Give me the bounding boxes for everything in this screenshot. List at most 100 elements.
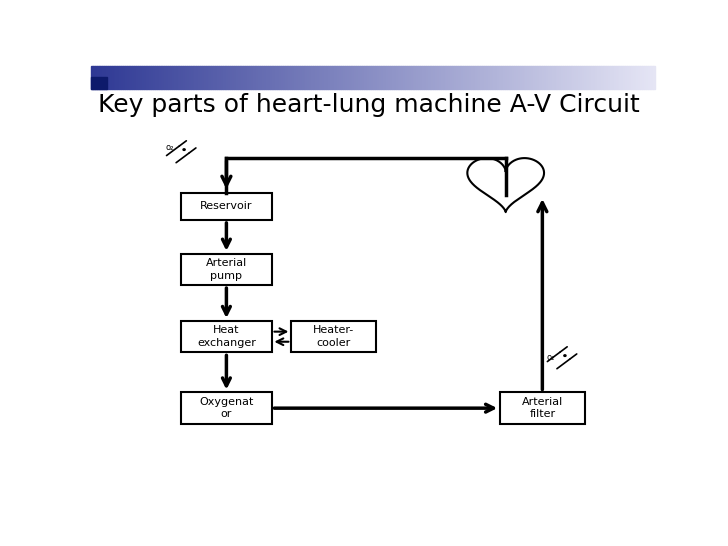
Bar: [127, 66, 129, 88]
Bar: [245, 66, 247, 88]
Bar: [91, 66, 93, 88]
Bar: [587, 66, 590, 88]
Bar: [95, 66, 97, 88]
Bar: [642, 66, 644, 88]
Bar: [204, 66, 206, 88]
Bar: [375, 66, 377, 88]
Bar: [355, 66, 356, 88]
Bar: [279, 66, 281, 88]
Bar: [197, 66, 198, 88]
Bar: [243, 66, 245, 88]
Bar: [232, 66, 234, 88]
Bar: [337, 66, 339, 88]
Bar: [554, 66, 555, 88]
Bar: [253, 66, 255, 88]
Bar: [121, 66, 123, 88]
Bar: [336, 66, 337, 88]
Bar: [523, 66, 526, 88]
Bar: [392, 66, 394, 88]
Bar: [332, 66, 333, 88]
Bar: [298, 66, 300, 88]
Bar: [181, 66, 183, 88]
Bar: [569, 66, 571, 88]
Bar: [224, 66, 226, 88]
Bar: [368, 66, 369, 88]
Bar: [450, 66, 452, 88]
Bar: [247, 66, 249, 88]
Bar: [351, 66, 352, 88]
Bar: [394, 66, 396, 88]
Bar: [123, 66, 125, 88]
Bar: [418, 66, 420, 88]
FancyBboxPatch shape: [181, 393, 272, 424]
FancyBboxPatch shape: [181, 321, 272, 353]
Bar: [285, 66, 287, 88]
Text: o₂: o₂: [166, 143, 174, 152]
Bar: [211, 66, 213, 88]
Bar: [612, 66, 614, 88]
Bar: [526, 66, 527, 88]
Bar: [497, 66, 499, 88]
Bar: [405, 66, 407, 88]
Bar: [571, 66, 572, 88]
Bar: [416, 66, 418, 88]
Bar: [499, 66, 501, 88]
Text: Arterial
filter: Arterial filter: [522, 397, 563, 419]
Bar: [558, 66, 559, 88]
Bar: [91, 76, 107, 88]
Bar: [230, 66, 232, 88]
Bar: [446, 66, 448, 88]
Bar: [597, 66, 598, 88]
Bar: [604, 66, 606, 88]
Bar: [362, 66, 364, 88]
Bar: [134, 66, 136, 88]
Bar: [93, 66, 95, 88]
Bar: [301, 66, 304, 88]
Bar: [652, 66, 653, 88]
Bar: [577, 66, 578, 88]
Bar: [221, 66, 223, 88]
Bar: [582, 66, 584, 88]
Bar: [330, 66, 332, 88]
Bar: [625, 66, 627, 88]
Bar: [563, 66, 565, 88]
Bar: [194, 66, 197, 88]
Bar: [166, 66, 168, 88]
Bar: [606, 66, 608, 88]
Bar: [478, 66, 480, 88]
Bar: [445, 66, 446, 88]
Bar: [261, 66, 262, 88]
Bar: [320, 66, 323, 88]
Bar: [514, 66, 516, 88]
Bar: [491, 66, 494, 88]
Bar: [494, 66, 495, 88]
Bar: [365, 66, 368, 88]
Bar: [561, 66, 563, 88]
FancyBboxPatch shape: [500, 393, 585, 424]
Bar: [610, 66, 612, 88]
Bar: [539, 66, 540, 88]
Bar: [505, 66, 507, 88]
Bar: [129, 66, 130, 88]
Bar: [439, 66, 441, 88]
Bar: [290, 66, 292, 88]
Bar: [200, 66, 202, 88]
Bar: [116, 66, 117, 88]
Bar: [352, 66, 355, 88]
Bar: [288, 66, 290, 88]
Bar: [584, 66, 585, 88]
Bar: [272, 66, 274, 88]
Bar: [537, 66, 539, 88]
Bar: [529, 66, 531, 88]
Bar: [206, 66, 207, 88]
Bar: [593, 66, 595, 88]
Bar: [603, 66, 604, 88]
Bar: [533, 66, 535, 88]
Text: o₂: o₂: [547, 353, 555, 362]
Bar: [614, 66, 616, 88]
Bar: [413, 66, 414, 88]
Bar: [170, 66, 172, 88]
Bar: [480, 66, 482, 88]
Bar: [522, 66, 523, 88]
Bar: [426, 66, 427, 88]
